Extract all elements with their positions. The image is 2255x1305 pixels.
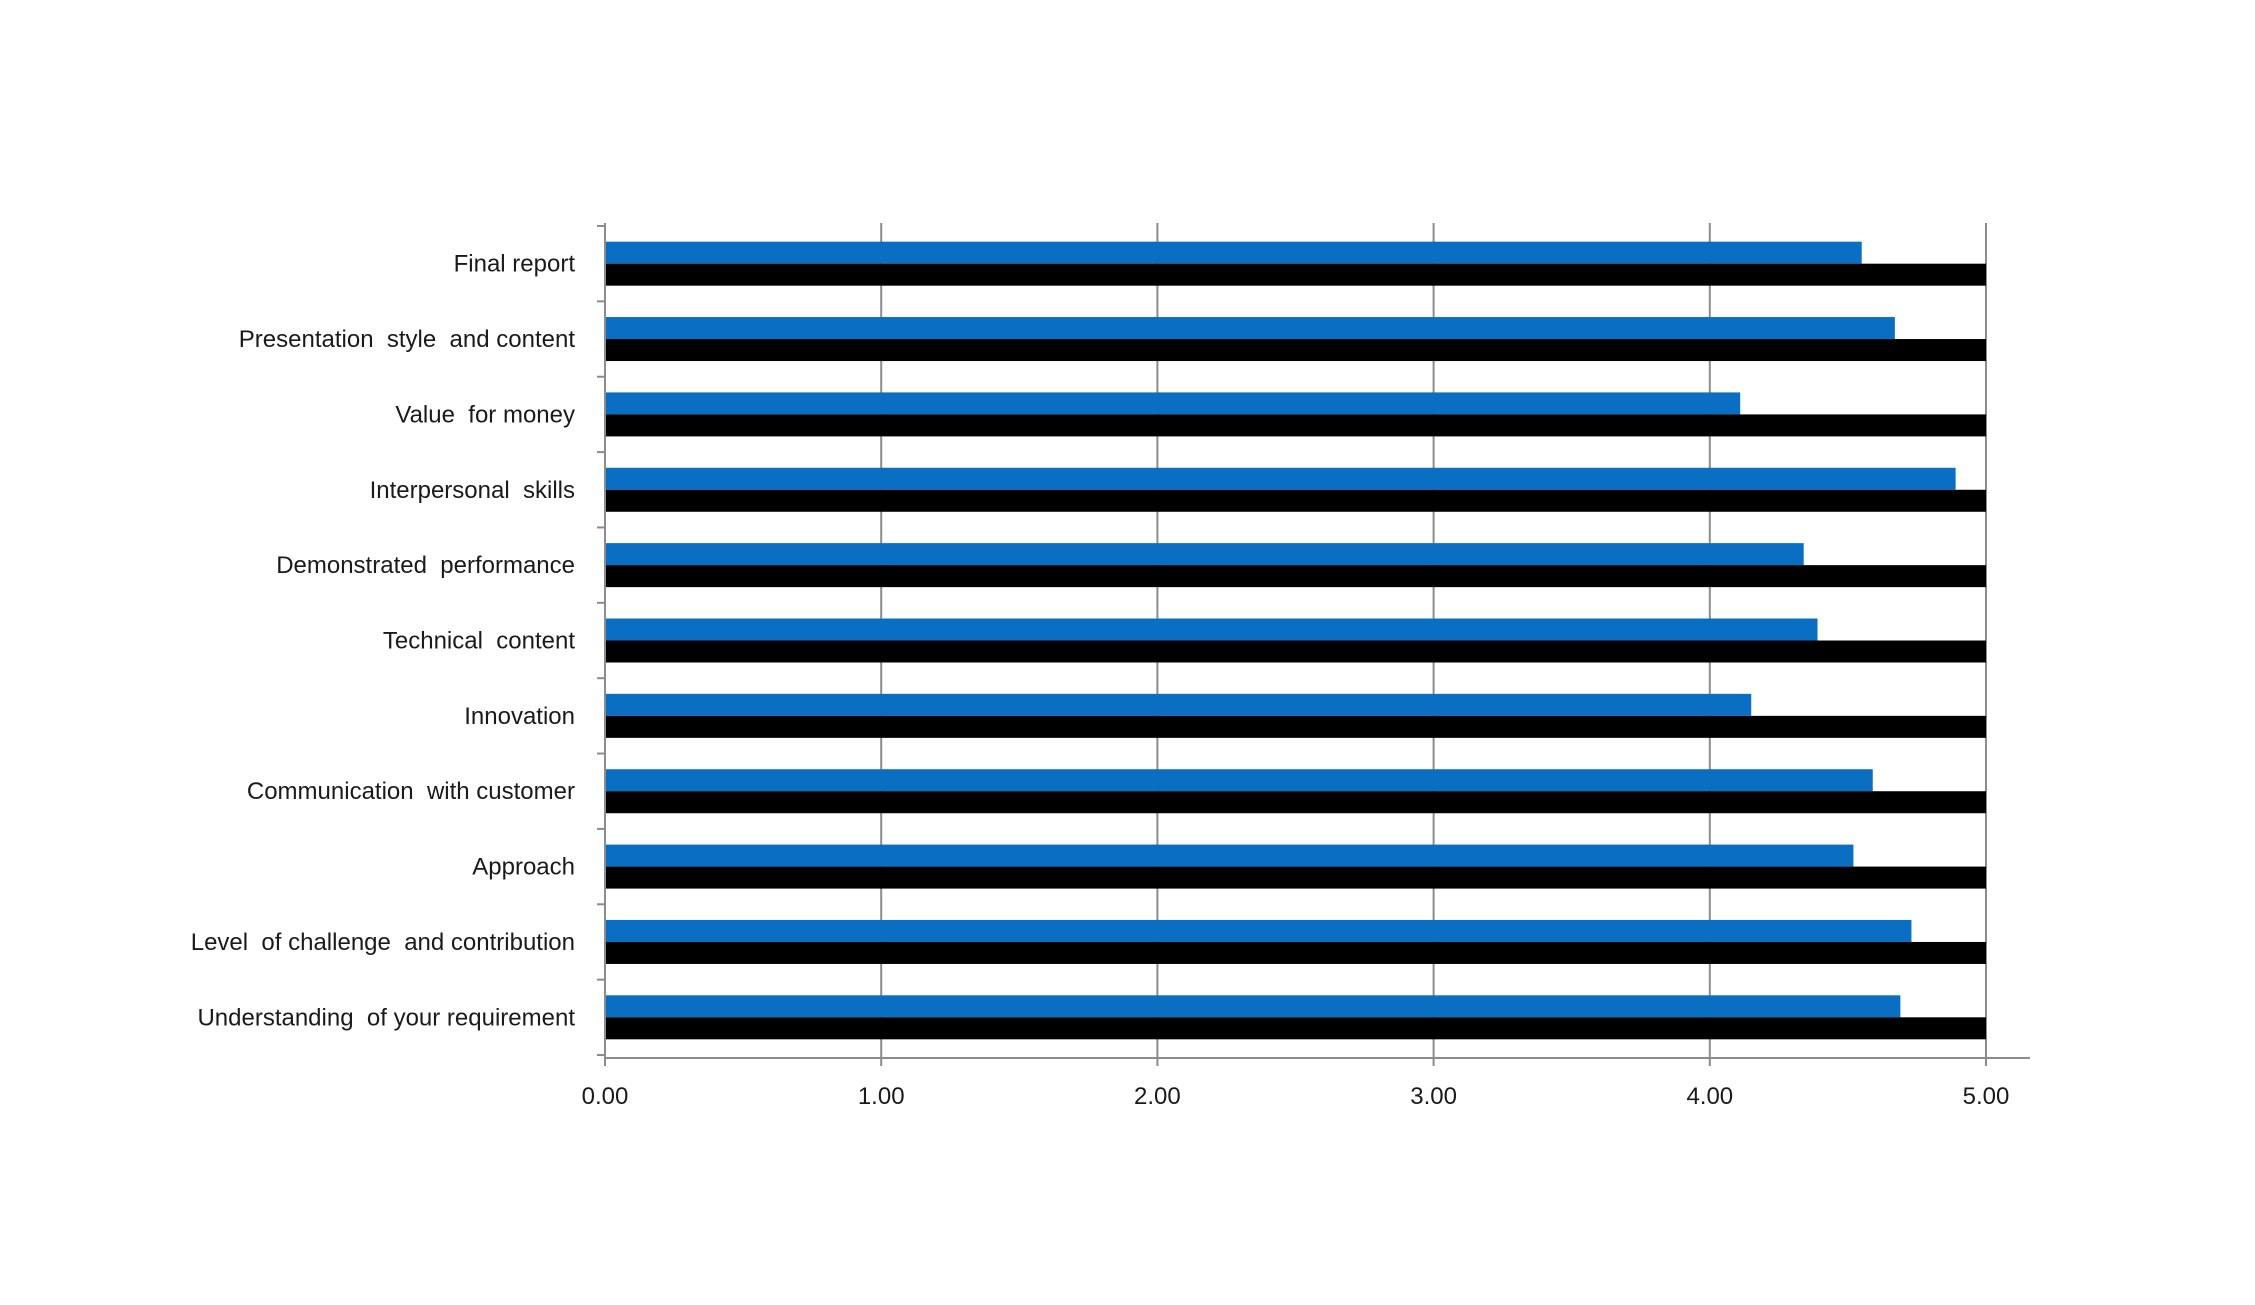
bar-series1-6 — [605, 693, 1752, 716]
category-label-8: Approach — [472, 854, 575, 881]
bar-series2-5 — [605, 640, 1986, 663]
bar-series1-4 — [605, 543, 1804, 566]
category-label-0: Final report — [454, 251, 576, 278]
bar-series1-8 — [605, 844, 1854, 867]
category-label-5: Technical content — [383, 628, 575, 655]
bar-series2-7 — [605, 791, 1986, 814]
category-label-3: Interpersonal skills — [370, 477, 575, 504]
bars — [605, 241, 1986, 1040]
bar-series1-0 — [605, 241, 1862, 264]
bar-series2-9 — [605, 941, 1986, 964]
category-label-10: Understanding of your requirement — [197, 1004, 575, 1031]
category-label-4: Demonstrated performance — [276, 552, 575, 579]
bar-series2-1 — [605, 339, 1986, 362]
bar-series1-3 — [605, 467, 1956, 490]
x-tick-label-3: 3.00 — [1410, 1083, 1457, 1110]
x-tick-labels: 0.00 1.00 2.00 3.00 4.00 5.00 — [582, 1083, 2010, 1110]
category-label-2: Value for money — [395, 401, 575, 428]
bar-series2-8 — [605, 866, 1986, 889]
axes — [597, 223, 2030, 1066]
bar-series2-4 — [605, 565, 1986, 588]
x-tick-label-4: 4.00 — [1686, 1083, 1733, 1110]
category-labels: Final report Presentation style and conte… — [191, 251, 576, 1032]
category-label-1: Presentation style and content — [239, 326, 576, 353]
bar-series2-2 — [605, 414, 1986, 437]
x-tick-label-2: 2.00 — [1134, 1083, 1181, 1110]
bar-series2-10 — [605, 1017, 1986, 1040]
bar-series1-5 — [605, 618, 1818, 641]
bar-series2-0 — [605, 263, 1986, 286]
x-tick-label-1: 1.00 — [858, 1083, 905, 1110]
bar-series1-1 — [605, 317, 1895, 340]
category-label-6: Innovation — [464, 703, 575, 730]
x-tick-label-5: 5.00 — [1963, 1083, 2010, 1110]
bar-series2-6 — [605, 715, 1986, 738]
category-label-7: Communication with customer — [247, 778, 575, 805]
bar-series1-9 — [605, 919, 1912, 942]
bar-series1-2 — [605, 392, 1741, 415]
bar-series1-7 — [605, 769, 1873, 792]
bar-series1-10 — [605, 995, 1901, 1018]
category-label-9: Level of challenge and contribution — [191, 929, 575, 956]
x-tick-label-0: 0.00 — [582, 1083, 629, 1110]
bar-series2-3 — [605, 489, 1986, 512]
